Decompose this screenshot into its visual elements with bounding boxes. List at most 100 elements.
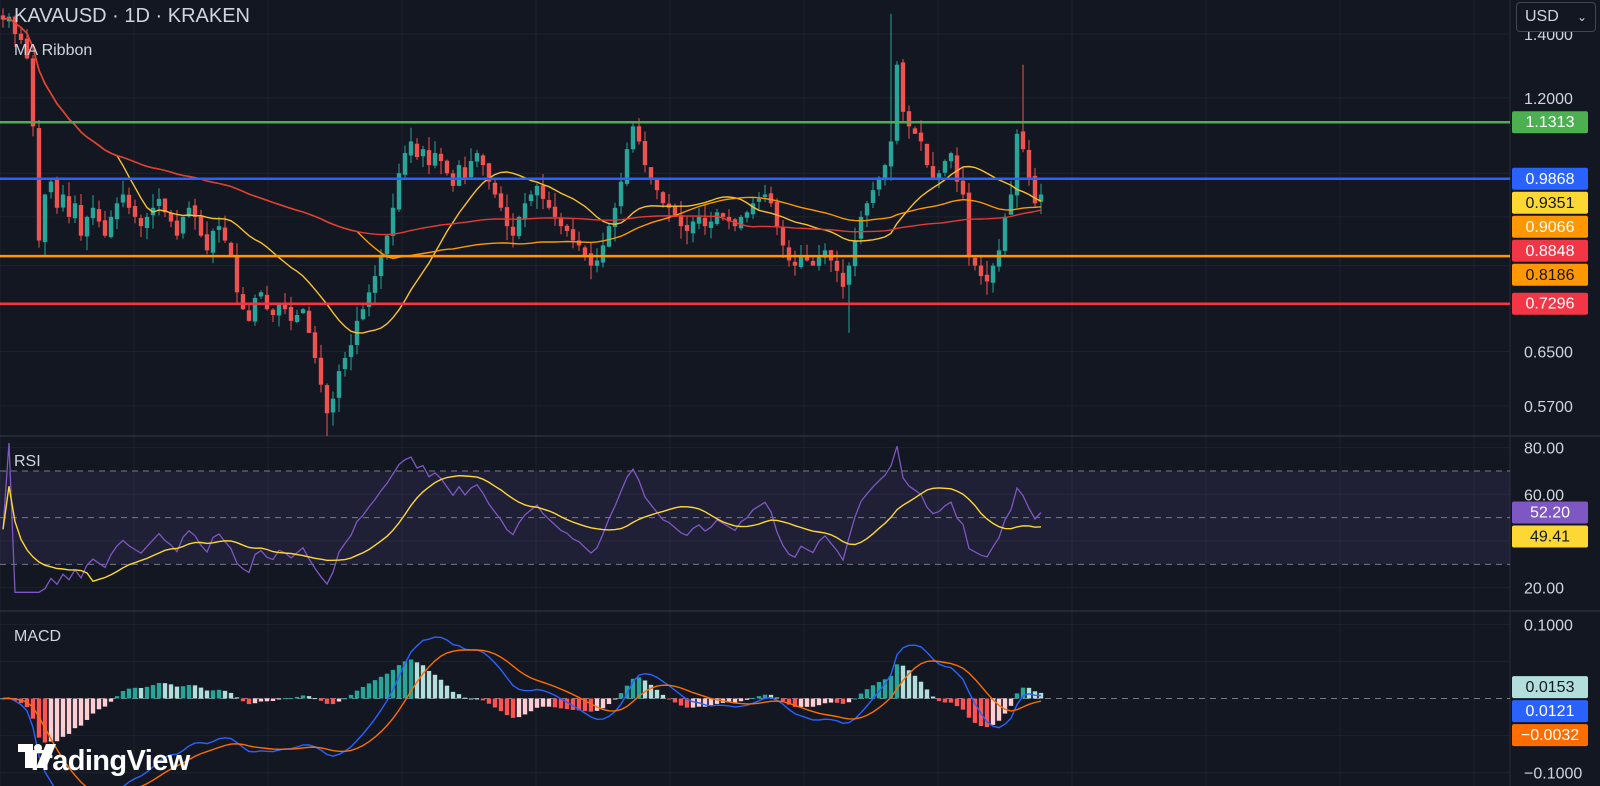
- candle-body: [132, 206, 138, 217]
- candle-body: [288, 307, 294, 321]
- candle-body: [588, 253, 594, 266]
- candle: [366, 284, 372, 317]
- macd-histogram-bar: [216, 689, 222, 699]
- candle: [78, 193, 84, 241]
- macd-histogram-bar: [918, 681, 924, 699]
- candle: [210, 228, 216, 264]
- candle-body: [606, 226, 612, 247]
- candle: [588, 242, 594, 280]
- candle-body: [12, 16, 18, 35]
- candle-body: [570, 229, 576, 241]
- macd-histogram-bar: [528, 698, 534, 712]
- macd-histogram-bar: [852, 698, 858, 700]
- macd-histogram-bar: [972, 698, 978, 723]
- candle-body: [1020, 131, 1026, 150]
- candle-body: [720, 213, 726, 217]
- macd-histogram-bar: [444, 685, 450, 699]
- candle-body: [1002, 216, 1008, 251]
- candle-body: [210, 230, 216, 253]
- candle: [1014, 129, 1020, 208]
- candle-body: [582, 247, 588, 256]
- candle-body: [630, 126, 636, 150]
- candle: [858, 210, 864, 245]
- candle-body: [858, 216, 864, 239]
- candle-body: [282, 303, 288, 310]
- candle-body: [1014, 133, 1020, 196]
- candle: [528, 190, 534, 207]
- macd-histogram-bar: [132, 687, 138, 699]
- candle-body: [636, 126, 642, 142]
- candle-body: [390, 207, 396, 236]
- candle-body: [684, 224, 690, 231]
- candle-body: [114, 203, 120, 220]
- macd-histogram-bar: [1038, 692, 1044, 699]
- candle-body: [162, 198, 168, 213]
- candle-body: [120, 194, 126, 203]
- candle: [768, 186, 774, 207]
- macd-histogram-bar: [546, 698, 552, 707]
- macd-histogram-bar: [204, 690, 210, 699]
- candle-body: [480, 155, 486, 166]
- candle: [600, 232, 606, 268]
- rsi-value-label-bg: [1512, 525, 1588, 548]
- candle-body: [462, 167, 468, 178]
- candle-body: [90, 207, 96, 219]
- candle-body: [300, 309, 306, 314]
- candle: [480, 153, 486, 176]
- macd-histogram-bar: [288, 697, 294, 699]
- macd-histogram-bar: [186, 684, 192, 699]
- candle: [324, 383, 330, 436]
- candle-body: [48, 181, 54, 193]
- candle-body: [576, 240, 582, 246]
- macd-histogram-bar: [684, 698, 690, 708]
- macd-histogram-bar: [408, 659, 414, 699]
- macd-value-label-text: −0.0032: [1521, 727, 1579, 744]
- candle-body: [426, 150, 432, 166]
- macd-histogram-bar: [900, 665, 906, 699]
- macd-histogram-bar: [774, 697, 780, 699]
- candle: [126, 187, 132, 215]
- rsi-ma-line: [2, 474, 1042, 583]
- candle: [750, 197, 756, 219]
- candle-body: [888, 141, 894, 167]
- macd-histogram-bar: [192, 685, 198, 699]
- candle: [972, 255, 978, 271]
- macd-histogram-bar: [414, 662, 420, 699]
- candle-body: [852, 240, 858, 267]
- candle: [66, 182, 72, 224]
- candle-body: [96, 209, 102, 222]
- macd-histogram-bar: [270, 698, 276, 701]
- macd-histogram-bar: [252, 698, 258, 704]
- candle: [1008, 180, 1014, 215]
- macd-histogram-bar: [348, 694, 354, 699]
- rsi-band: [0, 471, 1510, 565]
- price-label: 1.1313: [1512, 111, 1588, 134]
- candle: [444, 159, 450, 176]
- candle-body: [978, 265, 984, 277]
- macd-histogram-bar: [264, 698, 270, 702]
- macd-histogram-bar: [1014, 693, 1020, 699]
- candle-body: [834, 260, 840, 271]
- candle: [456, 160, 462, 187]
- macd-histogram-bar: [840, 698, 846, 704]
- candle: [870, 181, 876, 208]
- candle: [162, 198, 168, 218]
- macd-histogram-bar: [870, 685, 876, 699]
- currency-select[interactable]: USD ⌄: [1516, 2, 1596, 32]
- candle: [180, 216, 186, 239]
- price-label: 0.8848: [1512, 239, 1588, 262]
- candle: [696, 207, 702, 230]
- candle: [12, 15, 18, 47]
- candle: [438, 147, 444, 175]
- macd-histogram-bar: [558, 698, 564, 709]
- candle-body: [420, 149, 426, 157]
- candle: [0, 8, 6, 28]
- macd-histogram-bar: [390, 669, 396, 699]
- candle: [780, 219, 786, 259]
- tradingview-logo[interactable]: TradingView: [18, 744, 190, 778]
- candle: [204, 221, 210, 255]
- macd-histogram-bar: [966, 698, 972, 718]
- candle-body: [180, 216, 186, 234]
